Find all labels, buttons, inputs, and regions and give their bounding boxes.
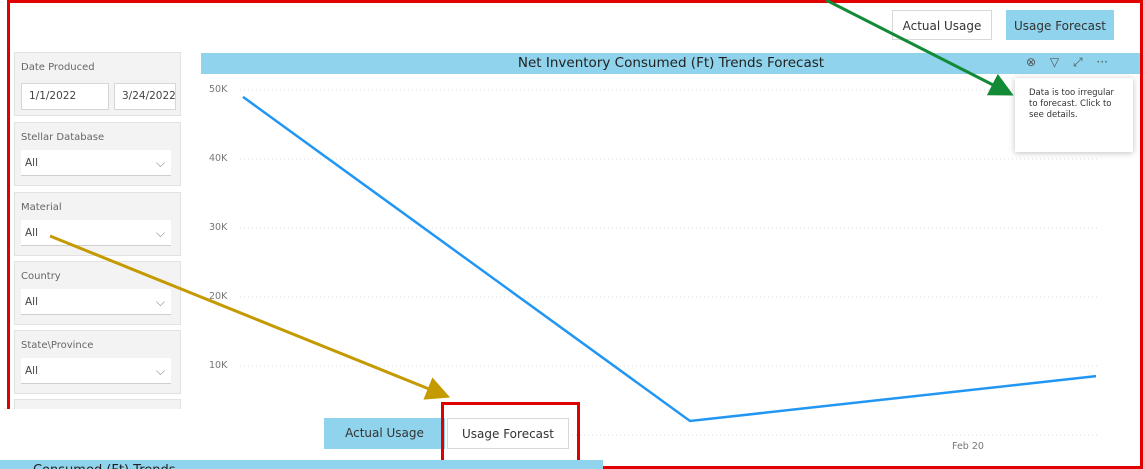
state-province-slicer: State\Province All ⌵ xyxy=(14,330,181,394)
forecast-error-icon[interactable]: ⊗ xyxy=(1026,55,1037,69)
material-label: Material xyxy=(21,202,62,213)
gold-arrow xyxy=(49,234,451,400)
country-dropdown[interactable]: All ⌵ xyxy=(21,289,171,315)
chevron-down-icon: ⌵ xyxy=(155,295,165,309)
forecast-error-tooltip[interactable]: Data is too irregular to forecast. Click… xyxy=(1015,78,1133,152)
actual-usage-button-zoomed[interactable]: Actual Usage xyxy=(324,418,445,449)
y-tick-20k: 20K xyxy=(209,291,228,302)
state-province-dropdown[interactable]: All ⌵ xyxy=(21,358,171,384)
stellar-database-label: Stellar Database xyxy=(21,132,105,143)
partial-chart-title: Consumed (Ft) Trends xyxy=(0,460,603,469)
material-slicer: Material All ⌵ xyxy=(14,192,181,256)
chevron-down-icon: ⌵ xyxy=(155,226,165,240)
stellar-database-slicer: Stellar Database All ⌵ xyxy=(14,122,181,186)
state-province-label: State\Province xyxy=(21,340,94,351)
usage-forecast-button-zoomed[interactable]: Usage Forecast xyxy=(447,418,569,449)
chart-gridlines xyxy=(240,89,1098,436)
red-frame-top xyxy=(7,0,1143,3)
filter-icon[interactable]: ▽ xyxy=(1049,55,1060,69)
green-arrow xyxy=(825,0,1014,96)
date-produced-label: Date Produced xyxy=(21,62,95,73)
end-date-input[interactable]: 3/24/2022 xyxy=(114,83,176,110)
start-date-input[interactable]: 1/1/2022 xyxy=(21,83,109,110)
red-frame-bottom xyxy=(570,466,1143,469)
actual-usage-button[interactable]: Actual Usage xyxy=(892,10,992,40)
date-produced-slicer: Date Produced 1/1/2022 3/24/2022 xyxy=(14,52,181,116)
state-province-value: All xyxy=(25,365,39,377)
stellar-database-dropdown[interactable]: All ⌵ xyxy=(21,150,171,176)
red-frame-left xyxy=(7,0,10,410)
y-tick-10k: 10K xyxy=(209,360,228,371)
chart-title: Net Inventory Consumed (Ft) Trends Forec… xyxy=(201,53,1141,74)
focus-mode-icon[interactable]: ⤢ xyxy=(1072,55,1083,69)
usage-forecast-button[interactable]: Usage Forecast xyxy=(1006,10,1114,40)
x-tick-feb20: Feb 20 xyxy=(952,441,984,452)
chart-header-icons: ⊗ ▽ ⤢ ··· xyxy=(1026,55,1118,70)
y-tick-30k: 30K xyxy=(209,222,228,233)
red-frame-right xyxy=(1140,0,1143,469)
stellar-database-value: All xyxy=(25,157,39,169)
country-slicer: Country All ⌵ xyxy=(14,261,181,325)
material-value: All xyxy=(25,227,39,239)
country-value: All xyxy=(25,296,39,308)
y-tick-40k: 40K xyxy=(209,153,228,164)
country-label: Country xyxy=(21,271,61,282)
series-line xyxy=(242,95,1097,423)
chevron-down-icon: ⌵ xyxy=(155,364,165,378)
chevron-down-icon: ⌵ xyxy=(155,156,165,170)
y-tick-50k: 50K xyxy=(209,84,228,95)
more-options-icon[interactable]: ··· xyxy=(1096,55,1108,69)
material-dropdown[interactable]: All ⌵ xyxy=(21,220,171,246)
